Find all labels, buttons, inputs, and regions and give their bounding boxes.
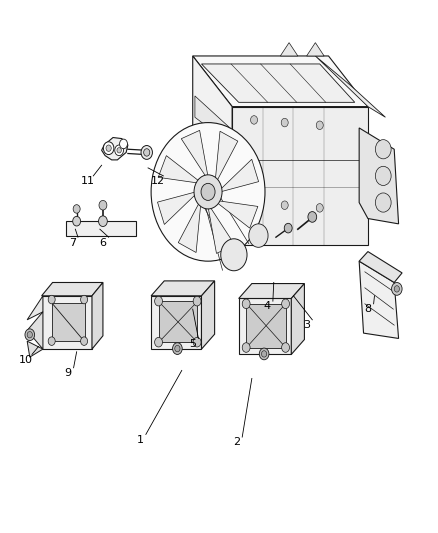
Polygon shape (158, 192, 196, 224)
Polygon shape (151, 281, 215, 296)
Polygon shape (232, 107, 368, 245)
Polygon shape (181, 131, 208, 177)
Text: 3: 3 (303, 320, 310, 330)
Polygon shape (193, 56, 368, 107)
Circle shape (99, 200, 107, 210)
Circle shape (195, 126, 203, 135)
Text: 7: 7 (69, 238, 76, 247)
Circle shape (151, 123, 265, 261)
Circle shape (144, 149, 150, 156)
Polygon shape (193, 56, 232, 245)
Text: 10: 10 (19, 355, 33, 365)
Circle shape (221, 239, 247, 271)
Circle shape (193, 296, 201, 306)
Circle shape (27, 332, 32, 338)
Circle shape (117, 148, 121, 153)
Circle shape (106, 145, 111, 151)
Circle shape (175, 345, 180, 352)
Circle shape (155, 337, 162, 347)
Circle shape (115, 145, 124, 156)
Polygon shape (201, 281, 215, 349)
Circle shape (308, 212, 317, 222)
Circle shape (375, 140, 391, 159)
Circle shape (284, 223, 292, 233)
Circle shape (195, 214, 203, 223)
Circle shape (242, 343, 250, 352)
Circle shape (375, 166, 391, 185)
Polygon shape (359, 261, 399, 338)
Polygon shape (315, 56, 385, 117)
Text: 12: 12 (151, 176, 165, 186)
Circle shape (316, 204, 323, 212)
Circle shape (261, 351, 267, 357)
Circle shape (103, 142, 114, 155)
Polygon shape (92, 282, 103, 349)
Circle shape (259, 348, 269, 360)
Polygon shape (27, 341, 43, 357)
Circle shape (141, 146, 152, 159)
Polygon shape (27, 312, 43, 349)
Polygon shape (27, 296, 43, 320)
Polygon shape (195, 96, 230, 144)
Circle shape (316, 121, 323, 130)
Polygon shape (220, 159, 258, 192)
Polygon shape (359, 252, 402, 282)
Polygon shape (102, 138, 128, 160)
Circle shape (375, 193, 391, 212)
Circle shape (251, 116, 258, 124)
Polygon shape (52, 303, 85, 341)
Circle shape (194, 175, 222, 209)
Text: 2: 2 (233, 438, 240, 447)
Circle shape (195, 187, 203, 197)
Circle shape (81, 295, 88, 304)
Circle shape (249, 224, 268, 247)
Circle shape (242, 299, 250, 309)
Circle shape (281, 118, 288, 127)
Polygon shape (178, 203, 201, 253)
Polygon shape (158, 156, 199, 183)
Text: 1: 1 (137, 435, 144, 445)
Circle shape (173, 343, 182, 354)
Polygon shape (246, 304, 286, 348)
Circle shape (73, 205, 80, 213)
Polygon shape (159, 301, 197, 342)
Polygon shape (215, 131, 238, 181)
Circle shape (281, 201, 288, 209)
Polygon shape (291, 284, 304, 354)
Circle shape (73, 216, 81, 226)
Circle shape (282, 299, 290, 309)
Circle shape (201, 183, 215, 200)
Text: 9: 9 (64, 368, 71, 378)
Circle shape (251, 198, 258, 207)
Polygon shape (42, 282, 103, 296)
Polygon shape (151, 296, 201, 349)
Circle shape (48, 337, 55, 345)
Polygon shape (208, 207, 235, 253)
Polygon shape (201, 64, 355, 102)
Text: 6: 6 (99, 238, 106, 247)
Circle shape (394, 286, 399, 292)
Circle shape (282, 343, 290, 352)
Text: 5: 5 (189, 339, 196, 349)
Circle shape (48, 295, 55, 304)
Circle shape (25, 329, 35, 341)
Text: 4: 4 (264, 302, 271, 311)
Circle shape (155, 296, 162, 306)
Polygon shape (359, 128, 399, 224)
Text: 8: 8 (364, 304, 371, 314)
Polygon shape (307, 43, 324, 56)
Polygon shape (239, 298, 291, 354)
Polygon shape (195, 149, 230, 195)
Polygon shape (217, 201, 258, 228)
Circle shape (392, 282, 402, 295)
Polygon shape (66, 221, 136, 236)
Polygon shape (42, 296, 92, 349)
Polygon shape (280, 43, 298, 56)
Circle shape (99, 216, 107, 227)
Circle shape (81, 337, 88, 345)
Polygon shape (239, 284, 304, 298)
Circle shape (120, 139, 127, 149)
Text: 11: 11 (81, 176, 95, 186)
Circle shape (193, 337, 201, 347)
